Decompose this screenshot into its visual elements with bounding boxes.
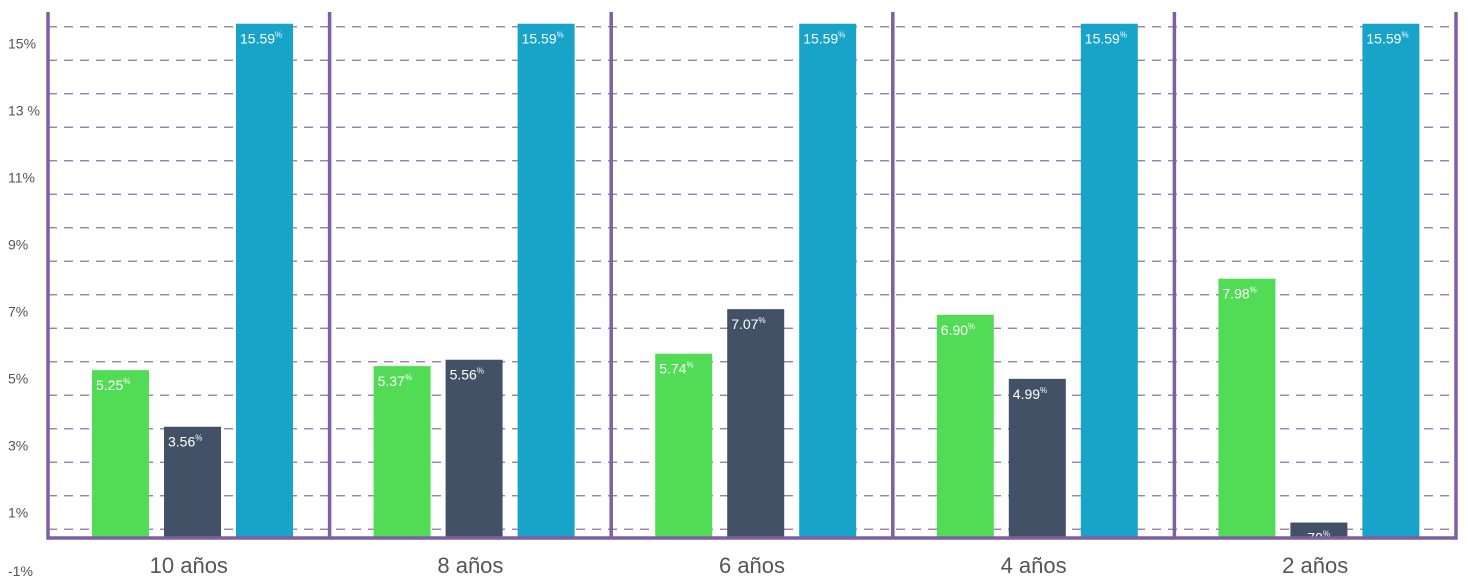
bar-data-label-suffix: % — [1323, 530, 1330, 539]
y-tick-label: 13 % — [8, 103, 40, 119]
x-category-label: 8 años — [437, 553, 503, 578]
x-category-label: 6 años — [719, 553, 785, 578]
bar — [1290, 522, 1348, 538]
bar-data-label: 7.98% — [1222, 286, 1256, 302]
bar — [1362, 23, 1420, 539]
bar-data-label: 7.07% — [731, 316, 765, 332]
y-tick-label: 3% — [8, 438, 28, 454]
y-tick-label: 5% — [8, 371, 28, 387]
bar-data-label: 15.59% — [1366, 31, 1408, 47]
y-tick-label: 9% — [8, 237, 28, 253]
bar — [936, 314, 994, 538]
bar — [1008, 378, 1066, 538]
bar-data-label-suffix: % — [1401, 31, 1408, 40]
bar-data-label-suffix: % — [686, 361, 693, 370]
bar-data-label-suffix: % — [477, 367, 484, 376]
bar — [236, 23, 293, 539]
bar-data-label: 5.25% — [96, 377, 130, 393]
x-category-label: 4 años — [1001, 553, 1067, 578]
group-separators — [46, 12, 1458, 540]
bar — [727, 309, 785, 538]
bar-data-label: 15.59% — [240, 31, 282, 47]
x-axis-categories: 10 años 8 años 6 años 4 años 2 años — [150, 553, 1349, 578]
y-tick-label: 11% — [8, 170, 35, 186]
bar-data-label-suffix: % — [405, 373, 412, 382]
bar-data-label: 6.90% — [941, 322, 975, 338]
bar — [1218, 278, 1276, 538]
bar — [445, 359, 503, 538]
x-category-label: 10 años — [150, 553, 228, 578]
bar-data-label: 5.56% — [450, 367, 484, 383]
bar-data-label-suffix: % — [1040, 386, 1047, 395]
bar — [517, 23, 575, 539]
x-category-label: 2 años — [1282, 553, 1348, 578]
bar-data-label-suffix: % — [968, 322, 975, 331]
bar — [799, 23, 857, 539]
bar-data-label: 5.37% — [378, 373, 412, 389]
y-tick-label: -1% — [8, 563, 33, 579]
bar-data-label-suffix: % — [275, 31, 282, 40]
bar-data-label-suffix: % — [557, 31, 564, 40]
bar-data-label: 15.59% — [1085, 31, 1127, 47]
bar — [655, 353, 713, 538]
bar-data-label-suffix: % — [1250, 286, 1257, 295]
y-tick-label: 15% — [8, 36, 36, 52]
bar — [164, 426, 221, 538]
bar — [373, 366, 431, 538]
y-tick-label: 1% — [8, 505, 28, 521]
bar-data-label-suffix: % — [123, 377, 130, 386]
y-axis-ticks: 15% 13 % 11% 9% 7% 5% 3% 1% -1% — [8, 36, 40, 580]
bar-data-label: 15.59% — [522, 31, 564, 47]
bar-data-label: 15.59% — [803, 31, 845, 47]
y-tick-label: 7% — [8, 304, 28, 320]
bar-data-label-suffix: % — [838, 31, 845, 40]
bar-data-label-suffix: % — [758, 316, 765, 325]
bars: 5.25% 3.56% 15.59% 5.37% 5.56% 15.59% 5.74% 7.0… — [92, 23, 1420, 546]
bar — [1080, 23, 1138, 539]
bar-data-label-suffix: % — [1120, 31, 1127, 40]
bar — [92, 370, 149, 538]
bar-data-label: 3.56% — [168, 434, 202, 450]
bar-data-label: 4.99% — [1013, 386, 1047, 402]
bar-data-label: 5.74% — [659, 361, 693, 377]
bar-data-label-suffix: % — [195, 434, 202, 443]
